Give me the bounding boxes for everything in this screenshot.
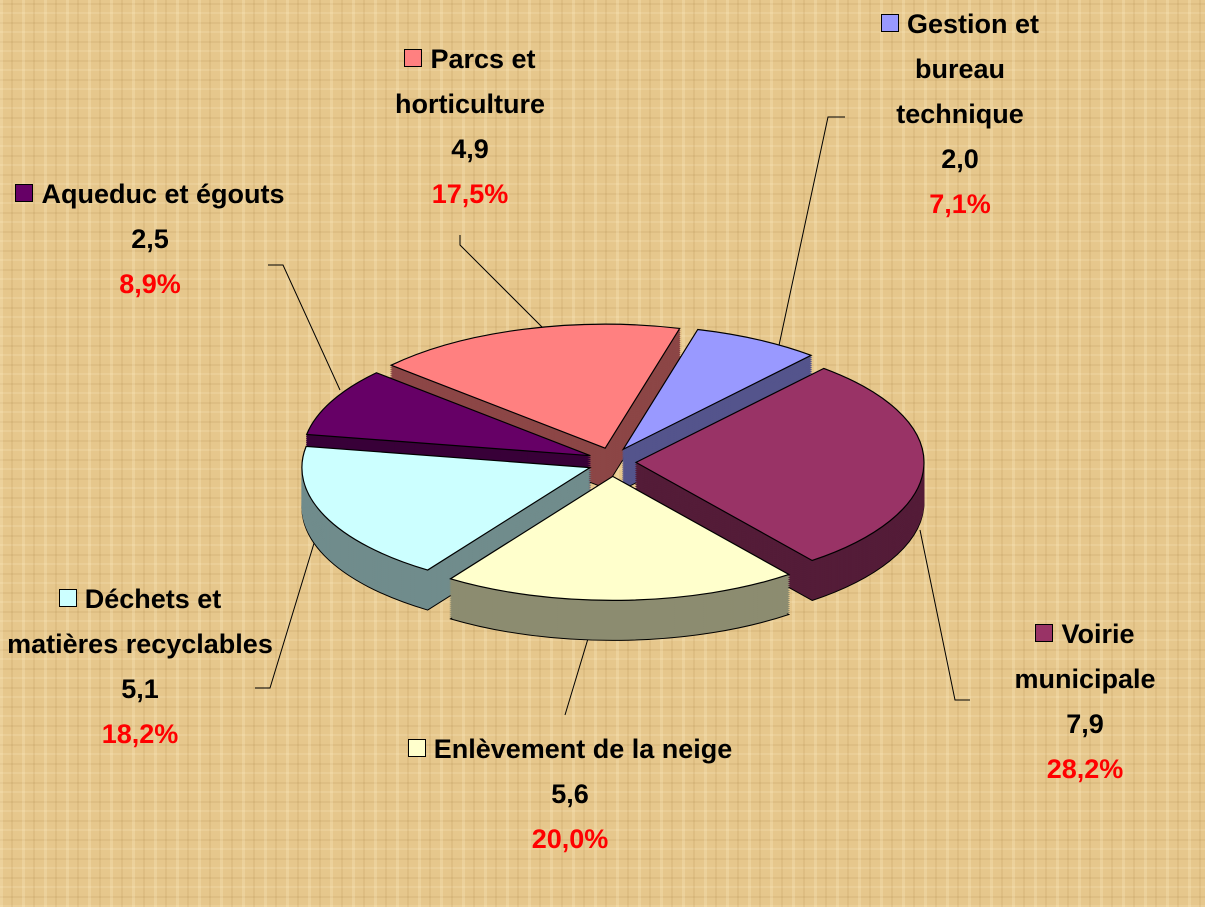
legend-entry: Enlèvement de la neige bbox=[390, 727, 750, 772]
legend-entry: Voirie municipale bbox=[975, 612, 1195, 702]
leader-line bbox=[255, 539, 316, 689]
slice bbox=[305, 372, 591, 457]
legend-marker bbox=[404, 49, 423, 67]
legend-marker bbox=[15, 184, 34, 202]
leader-line bbox=[777, 116, 845, 351]
value-label: 5,6 bbox=[551, 779, 589, 809]
value-label: 4,9 bbox=[451, 134, 489, 164]
category-name: Aqueduc et égouts bbox=[41, 179, 285, 209]
slice bbox=[301, 445, 592, 571]
value-label: 7,9 bbox=[1066, 709, 1104, 739]
legend-marker bbox=[58, 589, 77, 607]
leader-line bbox=[459, 235, 546, 331]
percent-label: 7,1% bbox=[929, 189, 991, 219]
data-label: Aqueduc et égouts 2,5 8,9% bbox=[15, 172, 285, 307]
leader-line bbox=[919, 529, 970, 701]
percent-label: 20,0% bbox=[531, 824, 609, 854]
legend-marker bbox=[880, 14, 899, 32]
percent-label: 18,2% bbox=[101, 719, 179, 749]
category-name: Déchets et matières recyclables bbox=[7, 584, 273, 659]
legend-entry: Parcs et horticulture bbox=[355, 37, 585, 127]
slice bbox=[449, 475, 791, 601]
data-label: Enlèvement de la neige 5,6 20,0% bbox=[390, 727, 750, 862]
legend-entry: Gestion et bureau technique bbox=[855, 2, 1065, 137]
percent-label: 8,9% bbox=[119, 269, 181, 299]
percent-label: 28,2% bbox=[1046, 754, 1124, 784]
slice bbox=[621, 328, 813, 451]
value-label: 2,0 bbox=[941, 144, 979, 174]
legend-marker bbox=[1035, 624, 1054, 642]
category-name: Gestion et bureau technique bbox=[896, 9, 1040, 129]
data-label: Gestion et bureau technique 2,0 7,1% bbox=[855, 2, 1065, 227]
legend-entry: Aqueduc et égouts bbox=[15, 172, 285, 217]
percent-label: 17,5% bbox=[431, 179, 509, 209]
legend-marker bbox=[407, 739, 426, 757]
data-label: Parcs et horticulture 4,9 17,5% bbox=[355, 37, 585, 217]
data-label: Déchets et matières recyclables 5,1 18,2% bbox=[5, 577, 275, 757]
leader-line bbox=[564, 631, 591, 716]
legend-entry: Déchets et matières recyclables bbox=[5, 577, 275, 667]
value-label: 5,1 bbox=[121, 674, 159, 704]
slice bbox=[389, 323, 681, 449]
category-name: Voirie municipale bbox=[1014, 619, 1156, 694]
value-label: 2,5 bbox=[131, 224, 169, 254]
leader-lines bbox=[255, 116, 970, 716]
category-name: Parcs et horticulture bbox=[394, 44, 545, 119]
data-label: Voirie municipale 7,9 28,2% bbox=[975, 612, 1195, 792]
pie bbox=[301, 323, 925, 641]
slice bbox=[634, 367, 925, 562]
category-name: Enlèvement de la neige bbox=[433, 734, 733, 764]
leader-line bbox=[268, 264, 341, 391]
